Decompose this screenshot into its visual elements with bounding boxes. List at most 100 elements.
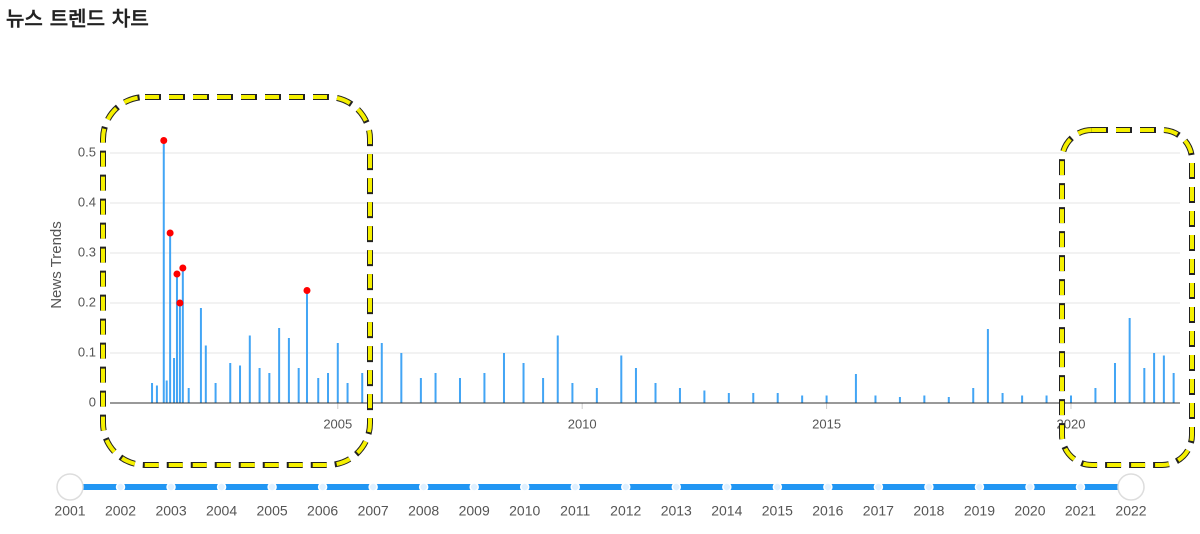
slider-dot[interactable] [317,482,328,492]
bar [898,397,901,403]
slider-dot[interactable] [368,482,378,492]
slider-label[interactable]: 2014 [711,503,742,519]
slider-dot[interactable] [1025,482,1035,492]
slider-label[interactable]: 2011 [560,503,590,519]
y-axis-label: News Trends [48,221,65,309]
bar [776,393,779,403]
slider-dot[interactable] [1075,482,1086,492]
slider-label[interactable]: 2021 [1065,503,1096,519]
slider-dot[interactable] [772,482,783,492]
slider-dot[interactable] [873,482,884,492]
bar [400,353,403,403]
slider-label[interactable]: 2015 [762,503,793,519]
slider-label[interactable]: 2005 [257,503,288,519]
slider-label[interactable]: 2022 [1115,503,1146,519]
slider-handle[interactable] [1117,473,1145,501]
slider-dot[interactable] [924,482,934,492]
bar [169,233,172,403]
bar [654,383,657,403]
slider-handle[interactable] [56,473,84,501]
slider-label[interactable]: 2004 [206,503,237,519]
bar [522,363,525,403]
highlight-box [1059,127,1195,468]
slider-dot[interactable] [216,482,227,492]
slider-label[interactable]: 2008 [408,503,439,519]
bar [1113,363,1116,403]
bar [278,328,281,403]
x-tick-label: 2005 [323,416,352,431]
slider-label[interactable]: 2012 [610,503,641,519]
slider-label[interactable]: 2013 [661,503,692,519]
y-tick-label: 0.2 [78,294,96,309]
bar [542,378,545,403]
slider-label[interactable]: 2003 [155,503,186,519]
bar [727,393,730,403]
slider-label[interactable]: 2019 [964,503,995,519]
highlight-point [176,299,184,307]
slider-dot[interactable] [570,482,580,492]
bar [923,395,926,403]
bar [502,353,505,403]
bar [483,373,486,403]
bar [178,303,181,403]
bar [1143,368,1146,403]
highlight-box [100,94,373,468]
bar [1045,395,1048,403]
bar [458,378,461,403]
bar [229,363,232,403]
bar [1172,373,1175,403]
bar [986,329,989,403]
bar [419,378,422,403]
slider-label[interactable]: 2006 [307,503,338,519]
slider-label[interactable]: 2009 [459,503,490,519]
bar [801,395,804,403]
bar [752,393,755,403]
slider-dot[interactable] [519,482,530,492]
highlight-box [1060,128,1194,467]
y-tick-label: 0 [89,394,96,409]
bar [1069,395,1072,403]
slider-dot[interactable] [621,482,631,492]
bar [327,373,330,403]
bar [268,373,271,403]
highlight-point [303,287,311,294]
bar [162,140,165,403]
slider-dot[interactable] [722,482,732,492]
bar [703,390,706,403]
bar [214,383,217,403]
bar [181,268,184,403]
bar [317,378,320,403]
bar [874,395,877,403]
bar [1021,395,1024,403]
slider-label[interactable]: 2018 [913,503,944,519]
slider-label[interactable]: 2007 [358,503,389,519]
slider-label[interactable]: 2016 [812,503,843,519]
bar [305,290,308,403]
bar [1001,393,1004,403]
slider-label[interactable]: 2002 [105,503,136,519]
bar [620,355,623,403]
slider-label[interactable]: 2020 [1014,503,1045,519]
y-tick-label: 0.5 [78,144,96,159]
y-tick-label: 0.3 [78,244,96,259]
bar [1128,318,1131,403]
slider-dot[interactable] [671,482,682,492]
bar [854,374,857,403]
bar [678,388,681,403]
slider-dot[interactable] [267,482,277,492]
bar [175,274,178,403]
bar [187,388,190,403]
y-tick-label: 0.4 [78,194,96,209]
slider-dot[interactable] [418,482,429,492]
slider-dot[interactable] [823,482,833,492]
slider-dot[interactable] [469,482,479,492]
bar [204,345,207,403]
slider-dot[interactable] [166,482,176,492]
slider-dot[interactable] [974,482,985,492]
slider-label[interactable]: 2017 [863,503,894,519]
slider-label[interactable]: 2001 [54,503,85,519]
slider-label[interactable]: 2010 [509,503,540,519]
slider-dot[interactable] [115,482,126,492]
